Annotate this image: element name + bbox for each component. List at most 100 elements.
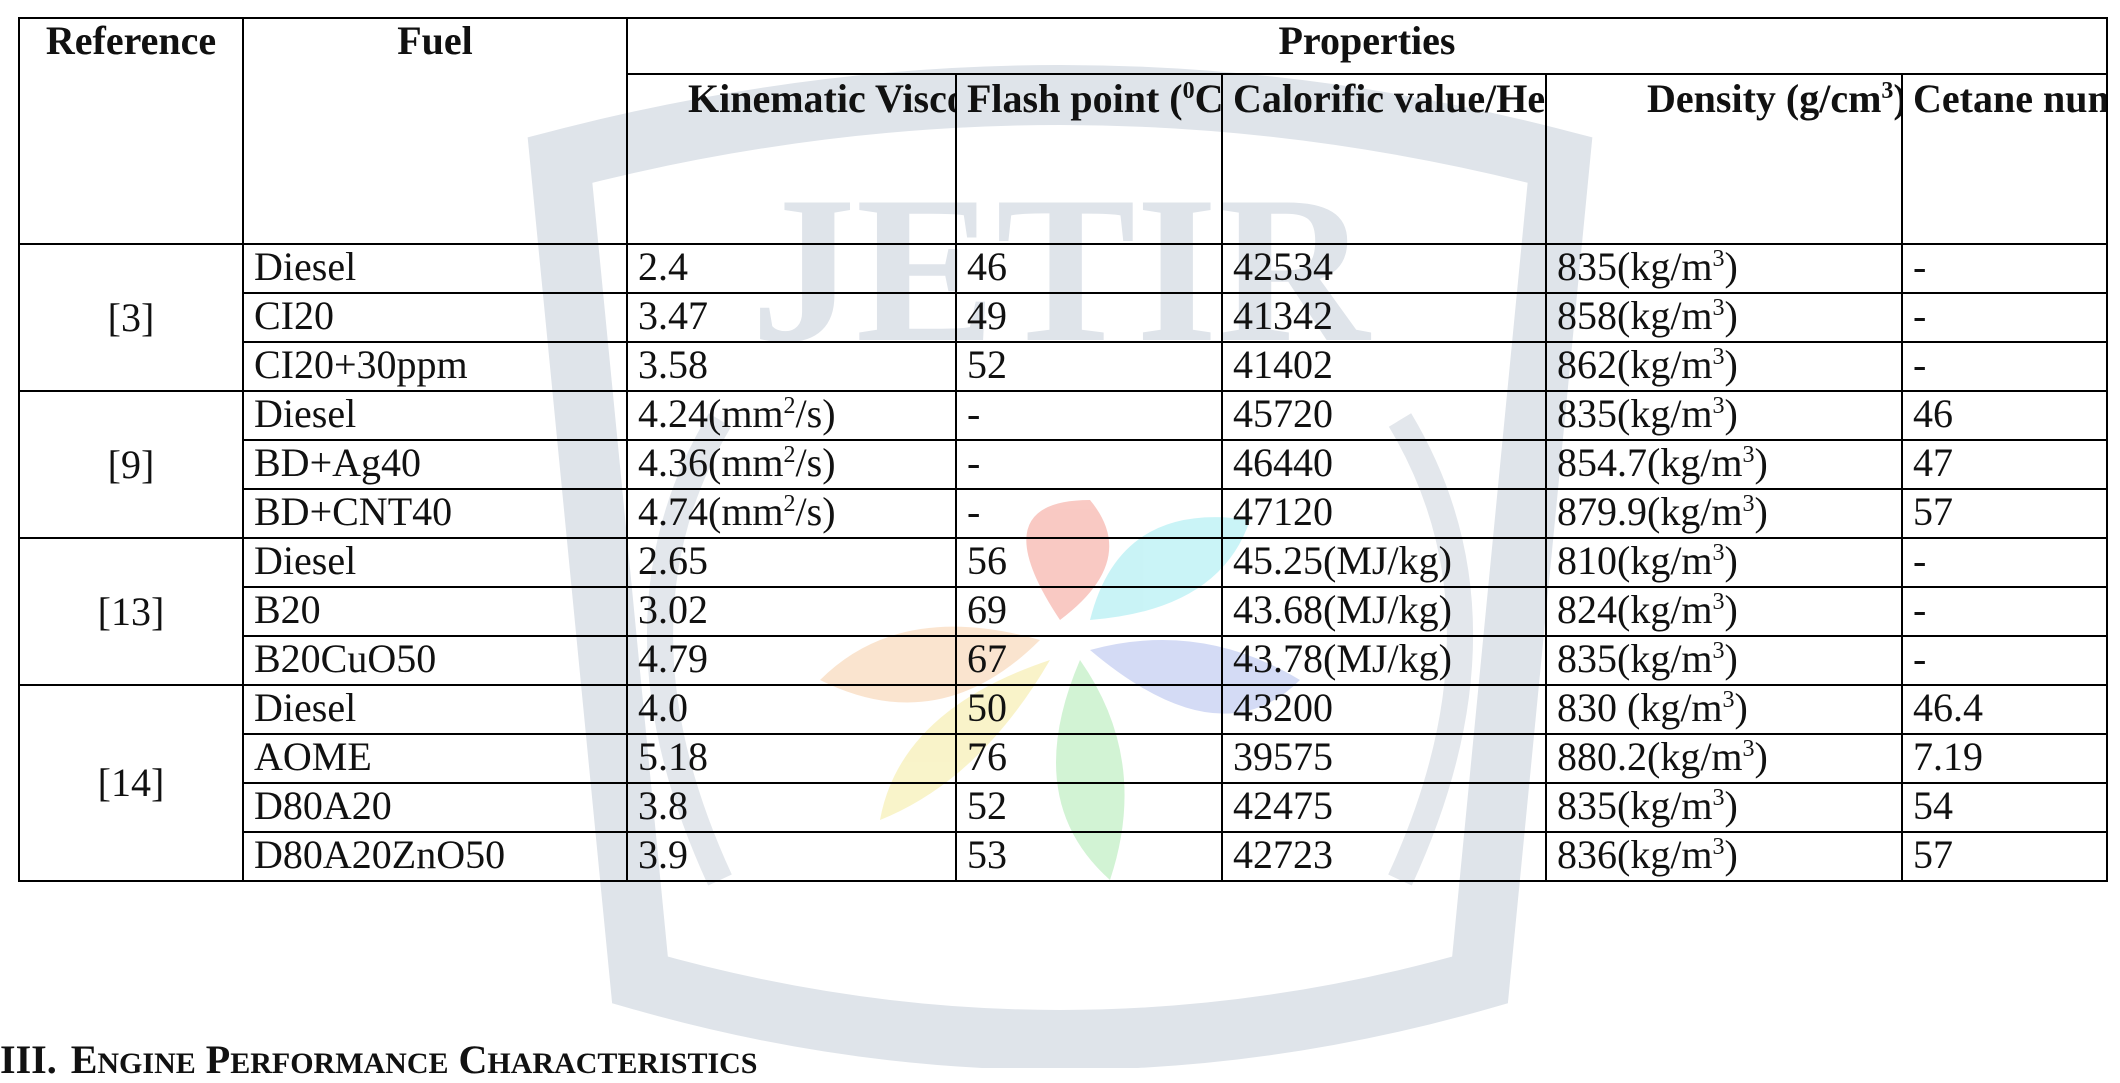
density-close: ) [1724, 636, 1738, 681]
cetane-cell: - [1901, 243, 2108, 294]
section-title-word-1-initial: E [70, 1037, 98, 1082]
density-close: ) [1724, 391, 1738, 436]
cetane-cell: 57 [1901, 831, 2108, 882]
density-exponent: 3 [1712, 393, 1725, 419]
calorific-cell: 39575 [1221, 733, 1547, 784]
section-title-word-1-rest: NGINE [97, 1047, 196, 1080]
density-value: 879.9(kg/m [1557, 489, 1743, 534]
header-density-label: Density (g/cm [1647, 76, 1882, 121]
table-row: BD+Ag40 4.36(mm2/s) -46440 854.7(kg/m3) 47 [19, 439, 2108, 490]
header-density-close: ) [1893, 76, 1900, 121]
table-row: B20 3.02 69 43.68(MJ/kg) 824(kg/m3) - [19, 586, 2108, 637]
cetane-cell: 46.4 [1901, 684, 2108, 735]
cetane-cell: 57 [1901, 488, 2108, 539]
viscosity-cell: 4.36(mm2/s) [626, 439, 957, 490]
density-close: ) [1724, 783, 1738, 828]
density-close: ) [1724, 538, 1738, 583]
viscosity-value: 4.24(mm [638, 391, 784, 436]
viscosity-unit-exponent: 2 [783, 442, 796, 468]
density-exponent: 3 [1742, 491, 1755, 517]
density-value: 830 (kg/m [1557, 685, 1723, 730]
cetane-cell: 47 [1901, 439, 2108, 490]
calorific-cell: 43200 [1221, 684, 1547, 735]
section-heading: III. ENGINE PERFORMANCE CHARACTERISTICS [0, 1036, 757, 1083]
header-flash-point-label: Flash point ( [967, 76, 1183, 121]
cetane-cell: 46 [1901, 390, 2108, 441]
header-reference: Reference [18, 17, 244, 245]
viscosity-cell: 3.02 [626, 586, 957, 637]
density-cell: 879.9(kg/m3) [1545, 488, 1903, 539]
viscosity-cell: 2.4 [626, 243, 957, 294]
viscosity-value: 4.36(mm [638, 440, 784, 485]
section-title-word-2-rest: ERFORMANCE [230, 1047, 449, 1080]
fuel-cell: Diesel [242, 537, 628, 588]
header-density: Density (g/cm3) [1545, 73, 1903, 245]
viscosity-cell: 3.9 [626, 831, 957, 882]
flash-point-cell: 69 [955, 586, 1223, 637]
viscosity-cell: 4.79 [626, 635, 957, 686]
flash-point-cell: 53 [955, 831, 1223, 882]
calorific-cell: 42534 [1221, 243, 1547, 294]
table-row: [9] Diesel 4.24(mm2/s) -45720 835(kg/m3) 46 [18, 390, 2108, 539]
header-flash-point-degree: 0 [1182, 78, 1195, 104]
viscosity-value: 4.79 [638, 636, 708, 681]
viscosity-cell: 2.65 [626, 537, 957, 588]
calorific-cell: 42475 [1221, 782, 1547, 833]
viscosity-cell: 5.18 [626, 733, 957, 784]
cetane-cell: 7.19 [1901, 733, 2108, 784]
header-fuel: Fuel [242, 17, 628, 245]
section-title-word-2-initial: P [205, 1037, 231, 1082]
flash-point-cell: 52 [955, 782, 1223, 833]
density-cell: 835(kg/m3) [1545, 782, 1903, 833]
density-close: ) [1724, 293, 1738, 338]
density-cell: 835(kg/m3) [1545, 243, 1903, 294]
flash-point-cell: 76 [955, 733, 1223, 784]
viscosity-value: 3.8 [638, 783, 688, 828]
density-value: 824(kg/m [1557, 587, 1713, 632]
fuel-cell: CI20 [242, 292, 628, 343]
reference-cell: [9] [18, 390, 244, 539]
calorific-cell: 41342 [1221, 292, 1547, 343]
density-exponent: 3 [1722, 687, 1735, 713]
viscosity-value: 4.0 [638, 685, 688, 730]
viscosity-value: 3.9 [638, 832, 688, 877]
fuel-properties-table: Reference Fuel Properties Kinematic Visc… [18, 17, 2108, 882]
density-value: 858(kg/m [1557, 293, 1713, 338]
density-value: 835(kg/m [1557, 636, 1713, 681]
header-density-exponent: 3 [1881, 78, 1894, 104]
section-title-word-3-initial: C [458, 1037, 488, 1082]
viscosity-cell: 4.24(mm2/s) [626, 390, 957, 441]
density-cell: 835(kg/m3) [1545, 390, 1903, 441]
header-cetane-number: Cetane number [1901, 73, 2108, 245]
fuel-cell: Diesel [242, 684, 628, 735]
calorific-cell: 41402 [1221, 341, 1547, 392]
flash-point-cell: 49 [955, 292, 1223, 343]
cetane-cell: - [1901, 586, 2108, 637]
viscosity-value: 4.74(mm [638, 489, 784, 534]
reference-cell: [3] [18, 243, 244, 392]
density-cell: 836(kg/m3) [1545, 831, 1903, 882]
density-exponent: 3 [1712, 295, 1725, 321]
cetane-cell: - [1901, 537, 2108, 588]
reference-cell: [14] [18, 684, 244, 882]
cetane-cell: - [1901, 341, 2108, 392]
viscosity-cell: 3.8 [626, 782, 957, 833]
density-exponent: 3 [1712, 589, 1725, 615]
reference-cell: [13] [18, 537, 244, 686]
density-value: 880.2(kg/m [1557, 734, 1743, 779]
header-row-properties: Kinematic Viscosity (cst) Flash point (0… [19, 73, 2108, 245]
viscosity-cell: 3.47 [626, 292, 957, 343]
density-cell: 862(kg/m3) [1545, 341, 1903, 392]
density-cell: 880.2(kg/m3) [1545, 733, 1903, 784]
calorific-cell: 43.68(MJ/kg) [1221, 586, 1547, 637]
flash-point-cell: 67 [955, 635, 1223, 686]
density-value: 836(kg/m [1557, 832, 1713, 877]
header-flash-point: Flash point (0C) [955, 73, 1223, 245]
fuel-cell: Diesel [242, 390, 628, 441]
density-close: ) [1734, 685, 1748, 730]
density-exponent: 3 [1712, 540, 1725, 566]
flash-point-cell: - [955, 439, 1223, 490]
viscosity-cell: 3.58 [626, 341, 957, 392]
viscosity-value: 2.65 [638, 538, 708, 583]
density-close: ) [1724, 244, 1738, 289]
